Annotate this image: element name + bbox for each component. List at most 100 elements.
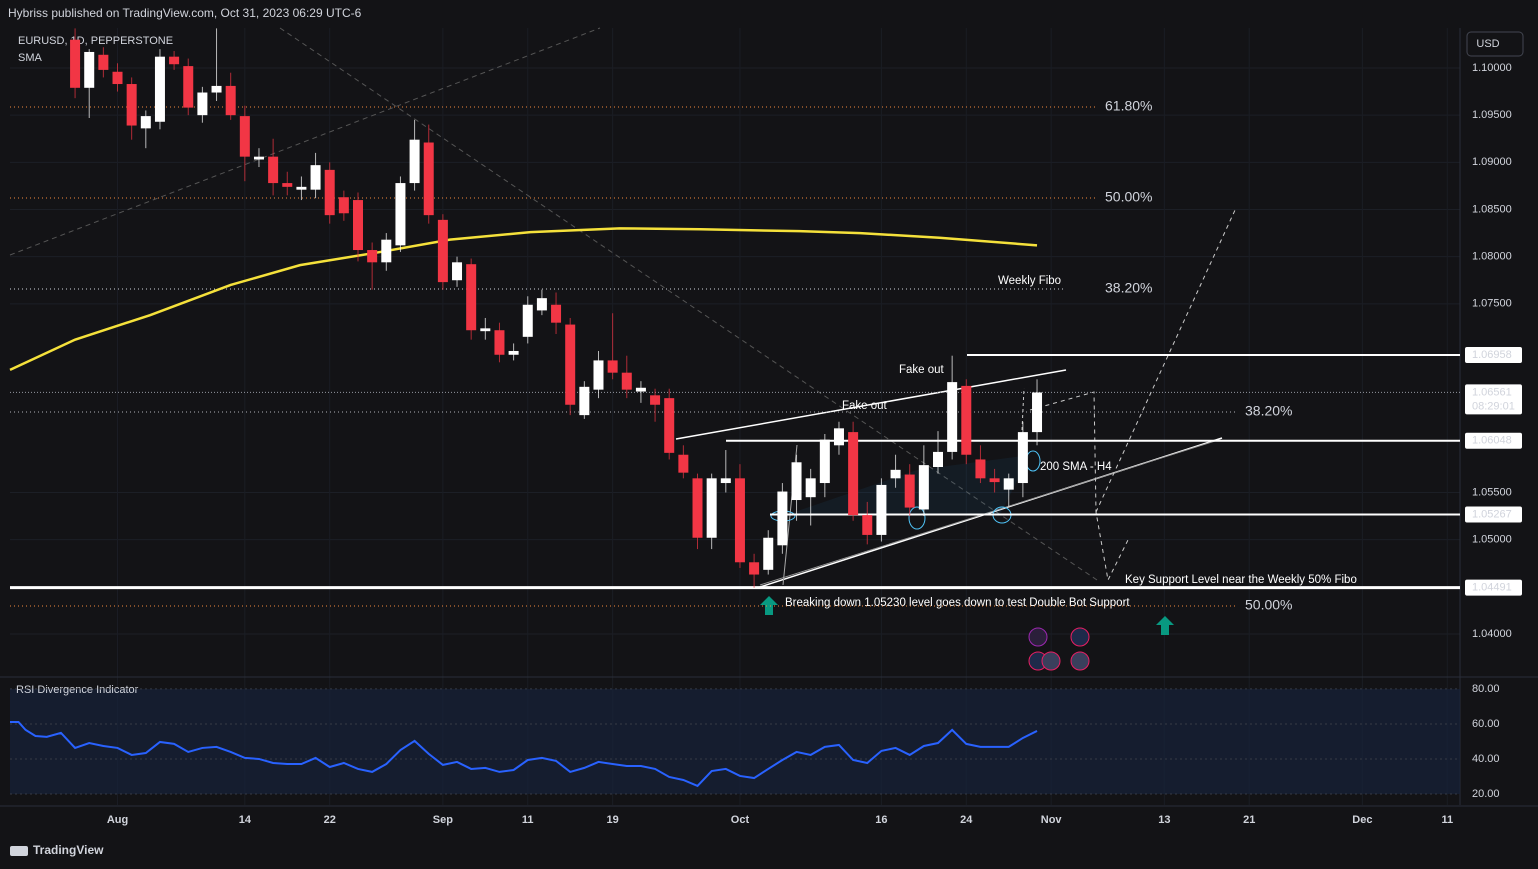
candle-body bbox=[933, 451, 943, 468]
y-tick-label: 1.09500 bbox=[1472, 109, 1512, 121]
candle-body bbox=[607, 360, 618, 373]
candle-body bbox=[437, 219, 448, 283]
arrow-up bbox=[760, 596, 778, 615]
fib-label: 38.20% bbox=[1105, 280, 1152, 296]
x-tick-label: 21 bbox=[1243, 814, 1255, 826]
candle-body bbox=[253, 156, 264, 160]
x-tick-label: 16 bbox=[875, 814, 887, 826]
candle-body bbox=[706, 478, 717, 538]
candle-body bbox=[904, 474, 915, 508]
candle-body bbox=[225, 85, 236, 116]
currency-button[interactable] bbox=[1466, 31, 1524, 57]
marker-ellipse bbox=[908, 506, 926, 530]
price-label: 1.05267 bbox=[1472, 508, 1512, 520]
footer-brand: TradingView bbox=[33, 843, 104, 857]
candle-body bbox=[395, 183, 406, 246]
y-tick-label: 1.09000 bbox=[1472, 156, 1512, 168]
price-label-box bbox=[1465, 506, 1522, 523]
price-label: 1.06048 bbox=[1472, 435, 1512, 447]
candle-body bbox=[338, 197, 349, 214]
candle-body bbox=[84, 51, 95, 88]
candle-body bbox=[480, 328, 491, 332]
rsi-line bbox=[10, 721, 1038, 788]
price-label: 1.04491 bbox=[1472, 582, 1512, 594]
y-tick-label: 80.00 bbox=[1472, 683, 1500, 695]
trendline bbox=[9, 27, 601, 256]
event-icon bbox=[1070, 627, 1090, 647]
candle-body bbox=[353, 200, 363, 251]
candle-body bbox=[876, 484, 887, 535]
candle-body bbox=[211, 85, 222, 93]
candle-body bbox=[734, 478, 745, 563]
candle-body bbox=[409, 139, 420, 184]
candle-body bbox=[635, 387, 646, 392]
price-label: 1.06561 bbox=[1472, 386, 1512, 398]
candle-body bbox=[1017, 432, 1028, 484]
event-icon bbox=[1070, 651, 1090, 671]
candle-body bbox=[989, 478, 1000, 483]
logo bbox=[10, 846, 28, 856]
channel-top bbox=[675, 369, 1067, 440]
x-tick-label: 19 bbox=[607, 814, 619, 826]
candle-body bbox=[947, 382, 958, 452]
candle-body bbox=[239, 116, 250, 157]
trendline bbox=[279, 27, 1101, 583]
candle-body bbox=[367, 250, 378, 263]
y-tick-label: 1.04000 bbox=[1472, 628, 1512, 640]
candle-body bbox=[522, 304, 533, 337]
candle-body bbox=[848, 432, 859, 516]
arrow-up bbox=[1156, 616, 1174, 635]
x-tick-label: 14 bbox=[239, 814, 252, 826]
y-tick-label: 1.07500 bbox=[1472, 298, 1512, 310]
annotation: Breaking down 1.05230 level goes down to… bbox=[785, 597, 1130, 609]
price-grid bbox=[10, 28, 1460, 805]
candle-body bbox=[197, 92, 208, 116]
candle-body bbox=[664, 398, 675, 453]
candle-body bbox=[1032, 392, 1043, 433]
annotation: Fake out bbox=[842, 400, 888, 412]
candle-body bbox=[650, 395, 661, 405]
candle-body bbox=[692, 478, 703, 538]
sma-line bbox=[9, 227, 1038, 371]
candle-body bbox=[70, 39, 81, 88]
price-label-box bbox=[1465, 384, 1522, 415]
candle-body bbox=[749, 562, 760, 575]
channel-bottom bbox=[759, 440, 1216, 586]
candle-body bbox=[466, 264, 477, 331]
symbol-title: EURUSD, 1D, PEPPERSTONE bbox=[18, 35, 173, 47]
event-icon bbox=[1028, 627, 1048, 647]
y-tick-label: 20.00 bbox=[1472, 788, 1500, 800]
candle-body bbox=[593, 360, 604, 390]
candle-body bbox=[310, 165, 321, 190]
candle-body bbox=[763, 537, 774, 570]
candle-body bbox=[154, 56, 165, 122]
rsi-band bbox=[10, 689, 1460, 794]
y-tick-label: 1.10000 bbox=[1472, 62, 1512, 74]
candle-body bbox=[791, 462, 802, 501]
annotation: 200 SMA - H4 bbox=[1040, 461, 1112, 473]
x-tick-label: 24 bbox=[960, 814, 973, 826]
candle-body bbox=[169, 56, 180, 65]
publish-header: Hybriss published on TradingView.com, Oc… bbox=[8, 6, 362, 20]
fib-label: 50.00% bbox=[1245, 597, 1292, 613]
x-tick-label: 11 bbox=[522, 814, 534, 826]
x-tick-label: 11 bbox=[1441, 814, 1453, 826]
legend-sma: SMA bbox=[18, 52, 43, 64]
fib-label: 50.00% bbox=[1105, 189, 1152, 205]
candle-body bbox=[720, 478, 731, 484]
candle-body bbox=[565, 324, 576, 405]
candle-body bbox=[494, 330, 505, 355]
candle-body bbox=[452, 262, 463, 281]
candle-body bbox=[819, 439, 830, 484]
candle-body bbox=[961, 385, 972, 455]
countdown: 08:29:01 bbox=[1472, 400, 1515, 412]
candle-body bbox=[1003, 478, 1014, 490]
currency-label[interactable]: USD bbox=[1476, 38, 1499, 50]
candle-body bbox=[282, 183, 293, 187]
y-tick-label: 1.05500 bbox=[1472, 486, 1512, 498]
y-tick-label: 1.08000 bbox=[1472, 251, 1512, 263]
projection bbox=[1021, 387, 1025, 431]
x-tick-label: Oct bbox=[731, 814, 750, 826]
fib-label: 38.20% bbox=[1245, 403, 1292, 419]
